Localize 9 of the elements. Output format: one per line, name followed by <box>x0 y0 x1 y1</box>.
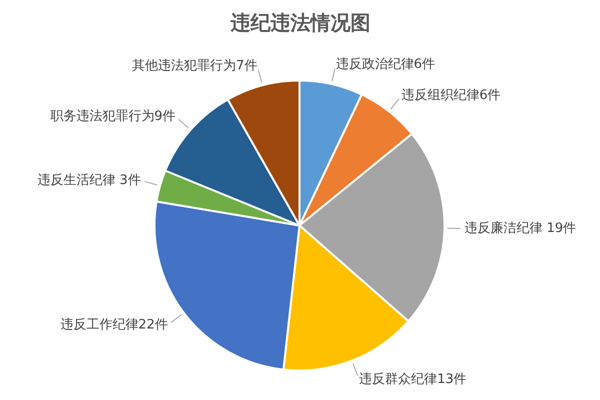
chart-title: 违纪违法情况图 <box>230 10 370 34</box>
slice-label: 违反廉洁纪律 19件 <box>464 221 576 236</box>
slice-label: 其他违法犯罪行为7件 <box>132 58 258 74</box>
slice-label: 违反政治纪律6件 <box>336 57 436 72</box>
slice-label: 违反组织纪律6件 <box>401 88 501 104</box>
slice-label: 违反工作纪律22件 <box>60 317 168 332</box>
slice-label: 违反群众纪律13件 <box>359 372 467 387</box>
slice-label: 违反生活纪律 3件 <box>37 172 141 188</box>
slice-label: 职务违法犯罪行为9件 <box>50 109 176 124</box>
